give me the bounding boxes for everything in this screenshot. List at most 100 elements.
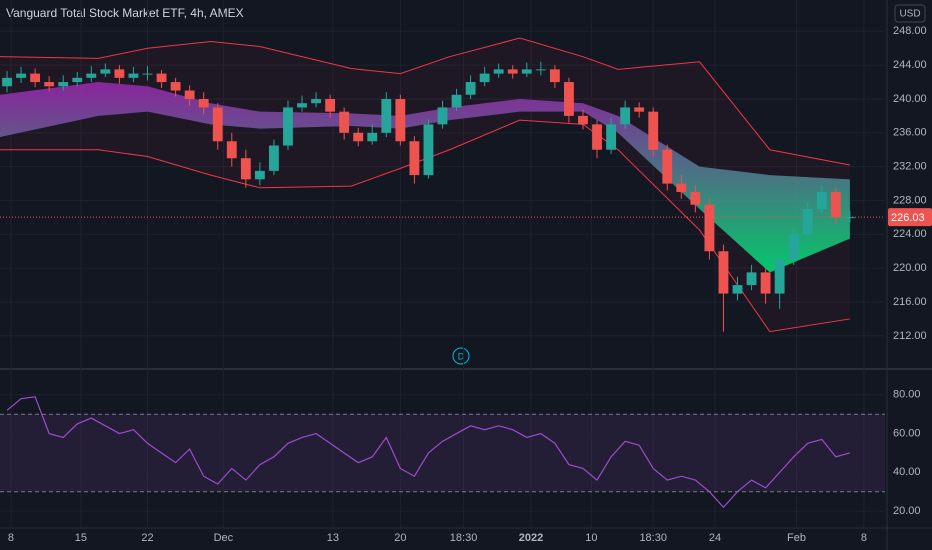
- candle-body: [423, 124, 434, 176]
- rsi-tick-label: 20.00: [893, 505, 921, 517]
- x-tick-label: 20: [394, 532, 406, 544]
- candle-body: [72, 77, 83, 83]
- x-tick-label: 8: [8, 532, 14, 544]
- y-tick-label: 232.00: [893, 161, 927, 173]
- candle-body: [592, 124, 602, 150]
- x-tick-label: 18:30: [450, 532, 478, 544]
- candle-body: [30, 73, 41, 83]
- candle-body: [844, 217, 855, 219]
- rsi-tick-label: 80.00: [893, 389, 921, 401]
- candle-body: [2, 77, 12, 87]
- candle-body: [774, 259, 785, 294]
- candle-body: [564, 82, 574, 116]
- candle-body: [578, 115, 588, 125]
- candle-body: [830, 192, 841, 218]
- chart-title: Vanguard Total Stock Market ETF, 4h, AME…: [6, 6, 244, 20]
- candle-body: [128, 73, 139, 78]
- candle-body: [283, 107, 293, 146]
- candle-body: [156, 73, 167, 83]
- candle-body: [479, 73, 490, 83]
- y-tick-label: 248.00: [893, 25, 927, 37]
- x-tick-label: 22: [141, 532, 153, 544]
- candle-body: [451, 94, 462, 108]
- candle-body: [339, 111, 350, 133]
- candle-body: [507, 69, 518, 74]
- x-tick-label: 13: [327, 532, 339, 544]
- rsi-tick-label: 60.00: [893, 427, 921, 439]
- dividend-marker-label[interactable]: D: [458, 351, 465, 361]
- candle-body: [325, 98, 336, 112]
- y-tick-label: 228.00: [893, 194, 927, 206]
- candle-body: [704, 204, 715, 252]
- last-price-tag: [888, 208, 932, 227]
- candle-body: [395, 98, 406, 142]
- x-tick-label: 18:30: [639, 532, 667, 544]
- y-tick-label: 244.00: [893, 59, 927, 71]
- candle-body: [760, 272, 771, 294]
- x-tick-label: 10: [585, 532, 597, 544]
- candle-body: [690, 192, 701, 205]
- candle-body: [788, 234, 799, 260]
- dividend-marker[interactable]: [452, 347, 470, 365]
- candle-body: [142, 73, 153, 75]
- candle-body: [367, 132, 378, 142]
- candle-body: [746, 272, 757, 286]
- candle-body: [297, 103, 307, 108]
- candle-body: [114, 69, 125, 78]
- candle-body: [269, 145, 279, 171]
- x-tick-label: Feb: [787, 532, 806, 544]
- y-tick-label: 220.00: [893, 262, 927, 274]
- candle-body: [58, 82, 69, 87]
- candle-body: [521, 69, 532, 74]
- candle-body: [634, 107, 645, 112]
- candle-body: [254, 170, 265, 180]
- ribbon: [0, 82, 850, 273]
- currency-box[interactable]: [894, 4, 926, 23]
- candle-body: [409, 141, 420, 176]
- y-tick-label: 240.00: [893, 93, 927, 105]
- y-tick-label: 236.00: [893, 127, 927, 139]
- candle-body: [44, 82, 55, 87]
- candle-body: [535, 69, 546, 71]
- candle-body: [184, 90, 195, 99]
- x-tick-label: 15: [75, 532, 87, 544]
- candle-body: [437, 107, 448, 125]
- candle-body: [493, 69, 504, 74]
- candle-body: [240, 158, 251, 180]
- candle-body: [198, 98, 209, 108]
- candle-body: [620, 107, 631, 125]
- currency-label[interactable]: USD: [899, 9, 920, 20]
- candle-body: [212, 107, 223, 142]
- candle-body: [718, 251, 729, 294]
- candle-body: [816, 192, 827, 209]
- last-price-label: 226.03: [891, 212, 925, 224]
- candle-body: [170, 82, 181, 91]
- candle-body: [676, 183, 687, 193]
- x-tick-label: 8: [861, 532, 867, 544]
- band-upper: [0, 37, 850, 166]
- candle-body: [16, 73, 26, 78]
- x-tick-label: Dec: [214, 532, 234, 544]
- candle-body: [311, 98, 321, 104]
- candle-body: [465, 82, 476, 95]
- candle-body: [648, 111, 659, 150]
- y-tick-label: 216.00: [893, 296, 927, 308]
- x-tick-label: 24: [709, 532, 721, 544]
- candle-body: [802, 208, 813, 235]
- candle-body: [381, 98, 392, 133]
- candle-body: [662, 149, 673, 184]
- candle-body: [732, 285, 743, 294]
- candle-body: [353, 132, 364, 142]
- y-tick-label: 212.00: [893, 330, 927, 342]
- rsi-line: [6, 396, 851, 509]
- candle-body: [100, 69, 111, 74]
- rsi-tick-label: 40.00: [893, 466, 921, 478]
- candle-body: [86, 73, 97, 78]
- candle-body: [606, 124, 616, 150]
- candle-body: [226, 141, 237, 159]
- x-tick-label: 2022: [519, 532, 543, 544]
- candle-body: [549, 69, 560, 83]
- rsi-zone: [0, 414, 885, 492]
- y-tick-label: 224.00: [893, 228, 927, 240]
